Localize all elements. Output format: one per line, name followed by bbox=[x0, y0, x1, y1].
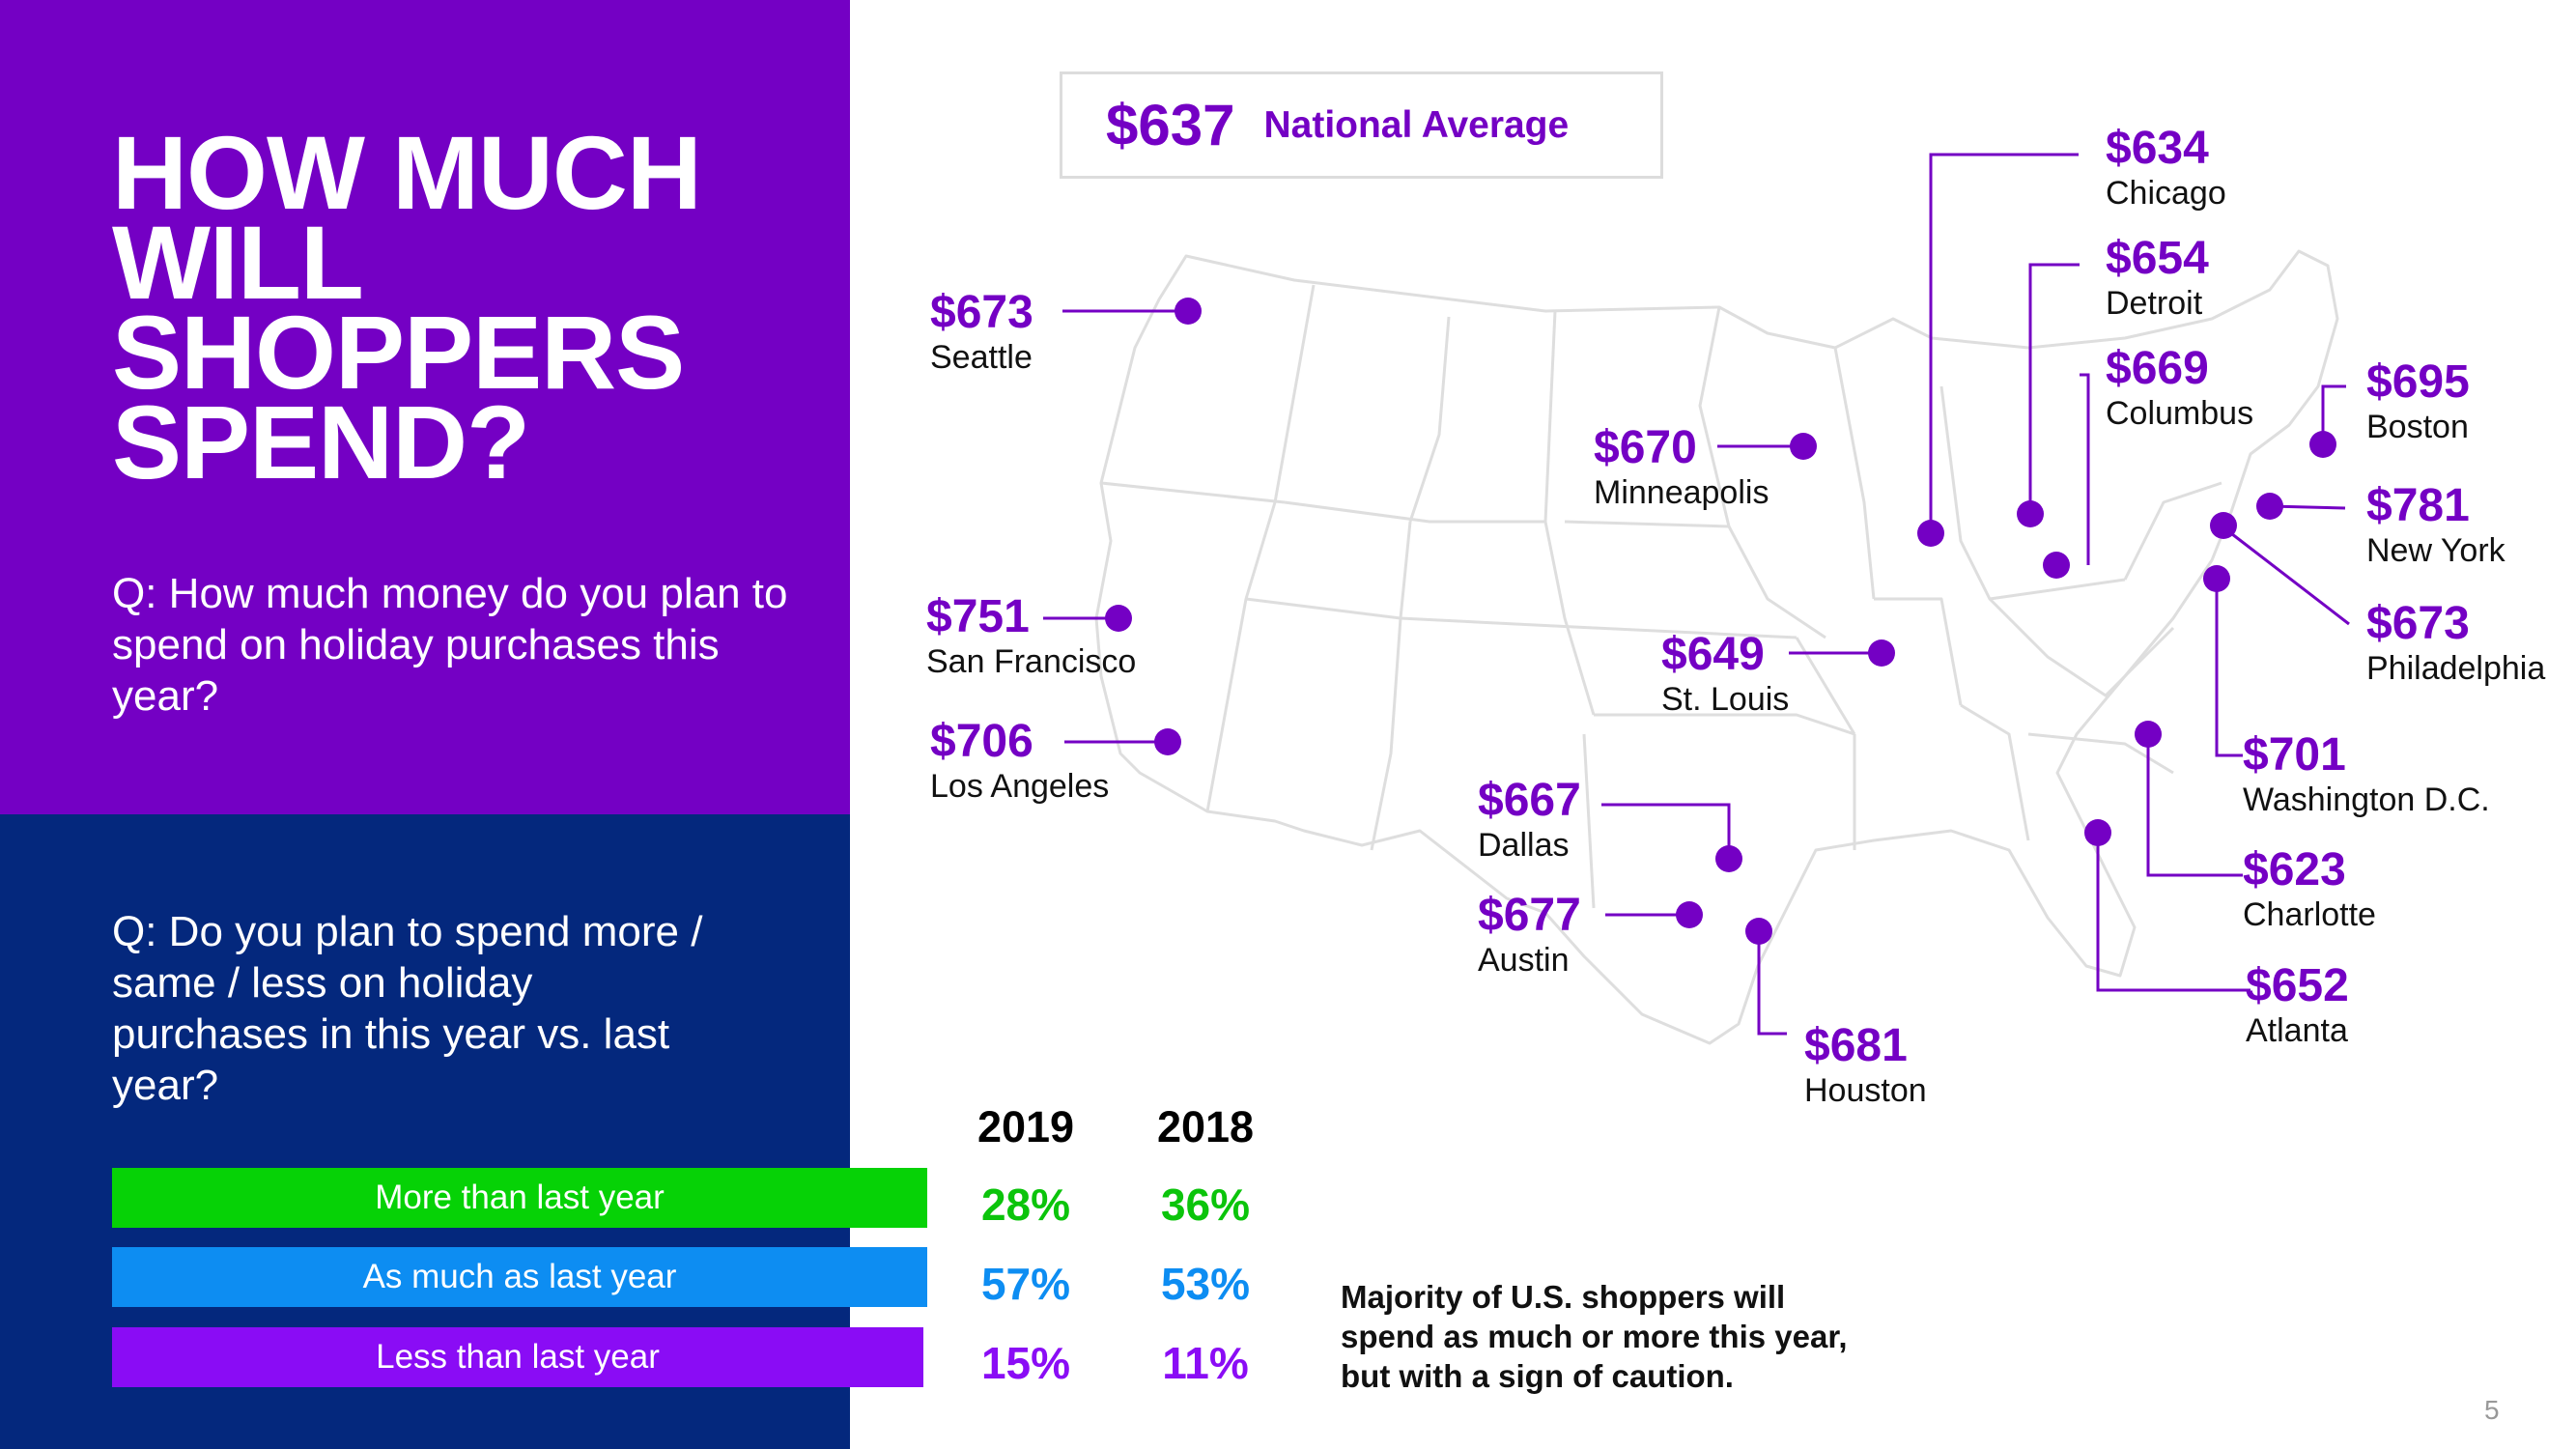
city-detroit: $654 Detroit bbox=[2106, 234, 2209, 323]
city-amount: $701 bbox=[2243, 729, 2346, 781]
city-name: Austin bbox=[1478, 942, 1570, 979]
bar-more-than-last-year: More than last year bbox=[112, 1168, 927, 1228]
city-boston: $695 Boston bbox=[2366, 357, 2470, 446]
city-name: Dallas bbox=[1478, 827, 1570, 864]
city-washington-dc: $701 Washington D.C. bbox=[2243, 730, 2490, 819]
city-new-york: $781 New York bbox=[2366, 481, 2505, 570]
national-average-box: $637 National Average bbox=[1060, 71, 1663, 179]
city-amount: $751 bbox=[926, 591, 1030, 642]
city-philadelphia: $673 Philadelphia bbox=[2366, 599, 2545, 688]
city-name: San Francisco bbox=[926, 643, 1137, 680]
city-amount: $669 bbox=[2106, 343, 2209, 394]
city-markers bbox=[1105, 298, 2336, 945]
city-san-francisco: $751 San Francisco bbox=[926, 592, 1136, 681]
callout-lines bbox=[1043, 153, 2350, 1036]
year-header-2019: 2019 bbox=[977, 1102, 1075, 1151]
city-houston: $681 Houston bbox=[1804, 1021, 1927, 1110]
pct-more-2019: 28% bbox=[980, 1179, 1071, 1230]
page-title: HOW MUCH WILL SHOPPERS SPEND? bbox=[112, 114, 702, 500]
city-amount: $634 bbox=[2106, 123, 2209, 174]
city-amount: $649 bbox=[1661, 629, 1765, 680]
city-chicago: $634 Chicago bbox=[2106, 124, 2226, 213]
city-name: Minneapolis bbox=[1594, 474, 1769, 511]
city-name: Los Angeles bbox=[930, 768, 1110, 805]
city-amount: $667 bbox=[1478, 775, 1581, 826]
city-name: Philadelphia bbox=[2366, 650, 2546, 687]
national-average-label: National Average bbox=[1263, 103, 1570, 146]
summary-note: Majority of U.S. shoppers will spend as … bbox=[1341, 1279, 1848, 1394]
city-name: Columbus bbox=[2106, 395, 2254, 432]
city-seattle: $673 Seattle bbox=[930, 288, 1033, 377]
city-amount: $695 bbox=[2366, 356, 2470, 408]
city-amount: $706 bbox=[930, 716, 1033, 767]
bar-less-than-last-year: Less than last year bbox=[112, 1327, 923, 1387]
city-minneapolis: $670 Minneapolis bbox=[1594, 423, 1769, 512]
city-name: Houston bbox=[1804, 1072, 1927, 1109]
question-spend-comparison: Q: Do you plan to spend more / same / le… bbox=[112, 908, 703, 1109]
year-header-2018: 2018 bbox=[1156, 1102, 1255, 1151]
city-amount: $652 bbox=[2246, 960, 2349, 1011]
bar-as-much-as-last-year: As much as last year bbox=[112, 1247, 927, 1307]
city-name: New York bbox=[2366, 532, 2505, 569]
national-average-value: $637 bbox=[1106, 93, 1235, 157]
city-st-louis: $649 St. Louis bbox=[1661, 630, 1789, 719]
left-top-panel bbox=[0, 0, 850, 814]
pct-same-2019: 57% bbox=[980, 1259, 1071, 1309]
city-atlanta: $652 Atlanta bbox=[2246, 961, 2349, 1050]
city-name: Charlotte bbox=[2243, 896, 2376, 933]
city-amount: $654 bbox=[2106, 233, 2209, 284]
city-austin: $677 Austin bbox=[1478, 891, 1581, 980]
city-dallas: $667 Dallas bbox=[1478, 776, 1581, 865]
city-amount: $670 bbox=[1594, 422, 1697, 473]
city-name: Chicago bbox=[2106, 175, 2226, 212]
question-spend-amount: Q: How much money do you plan to spend o… bbox=[112, 570, 788, 720]
city-los-angeles: $706 Los Angeles bbox=[930, 717, 1109, 806]
city-name: Boston bbox=[2366, 409, 2469, 445]
city-columbus: $669 Columbus bbox=[2106, 344, 2253, 433]
city-name: Washington D.C. bbox=[2243, 781, 2490, 818]
city-name: St. Louis bbox=[1661, 681, 1790, 718]
pct-more-2018: 36% bbox=[1160, 1179, 1251, 1230]
city-name: Detroit bbox=[2106, 285, 2203, 322]
city-amount: $681 bbox=[1804, 1020, 1908, 1071]
city-name: Atlanta bbox=[2246, 1012, 2348, 1049]
city-amount: $623 bbox=[2243, 844, 2346, 895]
city-amount: $781 bbox=[2366, 480, 2470, 531]
pct-less-2018: 11% bbox=[1162, 1338, 1249, 1388]
city-charlotte: $623 Charlotte bbox=[2243, 845, 2376, 934]
page-number: 5 bbox=[2484, 1395, 2500, 1425]
city-amount: $673 bbox=[930, 287, 1033, 338]
city-amount: $673 bbox=[2366, 598, 2470, 649]
city-name: Seattle bbox=[930, 339, 1033, 376]
city-amount: $677 bbox=[1478, 890, 1581, 941]
pct-less-2019: 15% bbox=[980, 1338, 1071, 1388]
pct-same-2018: 53% bbox=[1160, 1259, 1251, 1309]
